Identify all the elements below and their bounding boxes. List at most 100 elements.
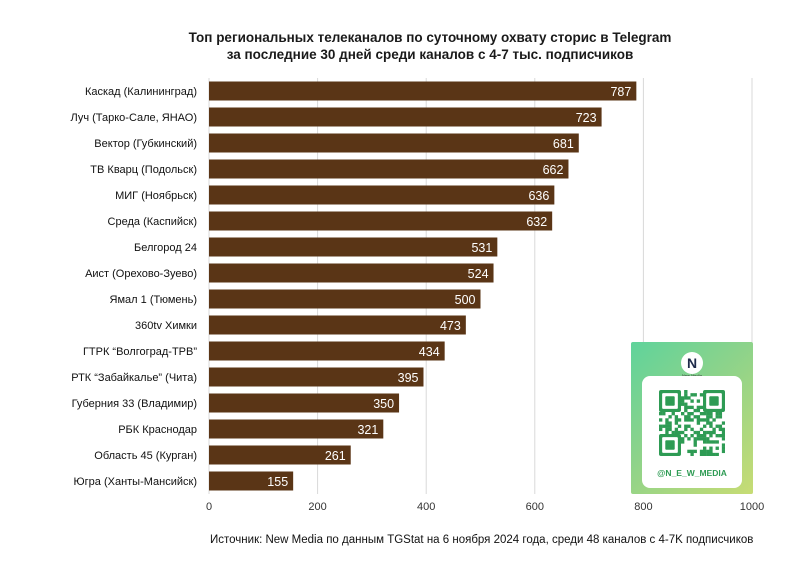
- data-label: 321: [357, 423, 378, 437]
- telegram-handle[interactable]: @N_E_W_MEDIA: [657, 468, 727, 478]
- category-label: Среда (Каспийск): [108, 216, 197, 228]
- x-tick-label: 0: [206, 501, 212, 513]
- data-label: 723: [576, 111, 597, 125]
- qr-module: [684, 434, 688, 438]
- qr-module: [665, 424, 669, 428]
- category-label: 360tv Химки: [135, 320, 197, 332]
- bar: [209, 341, 445, 361]
- qr-module: [709, 452, 713, 456]
- data-label: 395: [398, 371, 419, 385]
- qr-module: [674, 418, 679, 422]
- qr-module: [671, 430, 675, 435]
- qr-module: [699, 434, 704, 438]
- qr-module: [699, 452, 704, 456]
- qr-module: [684, 390, 688, 394]
- qr-module: [706, 412, 710, 416]
- qr-module: [709, 440, 713, 444]
- qr-module: [659, 418, 663, 422]
- qr-module: [696, 415, 701, 419]
- qr-module: [696, 434, 701, 438]
- data-label: 473: [440, 319, 461, 333]
- source-note: Источник: New Media по данным TGStat на …: [210, 534, 754, 546]
- qr-module: [693, 415, 697, 419]
- qr-module: [677, 418, 682, 422]
- data-label: 787: [610, 85, 631, 99]
- x-tick-label: 200: [308, 501, 326, 513]
- qr-module: [699, 427, 704, 432]
- qr-card[interactable]: N New Media @N_E_W_MEDIA: [631, 342, 753, 494]
- qr-module: [687, 405, 691, 410]
- qr-module: [721, 430, 725, 435]
- qr-module: [706, 418, 710, 422]
- data-label: 500: [455, 293, 476, 307]
- qr-module: [718, 434, 723, 438]
- bar: [209, 237, 498, 257]
- qr-module: [715, 446, 719, 450]
- category-label: Аист (Орехово-Зуево): [85, 268, 197, 280]
- qr-module: [703, 452, 707, 456]
- bar: [209, 107, 602, 127]
- qr-module: [684, 408, 688, 413]
- chart-subtitle: за последние 30 дней среди каналов с 4-7…: [226, 47, 634, 62]
- qr-module: [662, 412, 666, 416]
- qr-module: [674, 421, 679, 425]
- qr-module: [703, 437, 707, 441]
- qr-module: [706, 437, 710, 441]
- qr-module: [687, 396, 691, 400]
- qr-module: [706, 452, 710, 456]
- qr-finder: [665, 440, 675, 450]
- qr-module: [693, 393, 697, 397]
- qr-module: [681, 440, 685, 444]
- qr-module: [687, 449, 691, 454]
- qr-module: [699, 405, 704, 410]
- qr-module: [709, 415, 713, 419]
- qr-module: [681, 402, 685, 406]
- qr-module: [696, 430, 701, 435]
- qr-module: [684, 393, 688, 397]
- qr-module: [684, 427, 688, 432]
- qr-module: [684, 396, 688, 400]
- qr-module: [696, 421, 701, 425]
- qr-module: [687, 437, 691, 441]
- qr-module: [715, 440, 719, 444]
- qr-module: [659, 412, 663, 416]
- qr-module: [690, 449, 694, 454]
- x-tick-label: 800: [634, 501, 652, 513]
- qr-finder: [709, 396, 719, 406]
- qr-module: [690, 418, 694, 422]
- data-label: 350: [373, 397, 394, 411]
- qr-module: [709, 424, 713, 428]
- category-label: Область 45 (Курган): [94, 450, 197, 462]
- bar: [209, 133, 579, 153]
- category-label: Луч (Тарко-Сале, ЯНАО): [70, 112, 197, 124]
- data-label: 261: [325, 449, 346, 463]
- qr-module: [681, 412, 685, 416]
- qr-module: [687, 418, 691, 422]
- qr-module: [665, 430, 669, 435]
- qr-module: [681, 430, 685, 435]
- bar: [209, 159, 569, 179]
- bar: [209, 211, 553, 231]
- qr-module: [721, 449, 725, 454]
- qr-module: [684, 415, 688, 419]
- qr-module: [709, 446, 713, 450]
- qr-module: [703, 434, 707, 438]
- qr-module: [674, 427, 679, 432]
- qr-module: [693, 449, 697, 454]
- qr-module: [696, 408, 701, 413]
- category-label: МИГ (Ноябрьск): [115, 190, 197, 202]
- bar: [209, 185, 555, 205]
- qr-module: [706, 421, 710, 425]
- qr-module: [684, 405, 688, 410]
- qr-module: [674, 415, 679, 419]
- bar: [209, 393, 400, 413]
- bar: [209, 419, 384, 439]
- qr-module: [721, 427, 725, 432]
- qr-module: [693, 408, 697, 413]
- qr-module: [665, 421, 669, 425]
- category-label: РБК Краснодар: [118, 424, 197, 436]
- qr-finder: [665, 396, 675, 406]
- x-tick-label: 1000: [740, 501, 764, 513]
- qr-module: [712, 430, 716, 435]
